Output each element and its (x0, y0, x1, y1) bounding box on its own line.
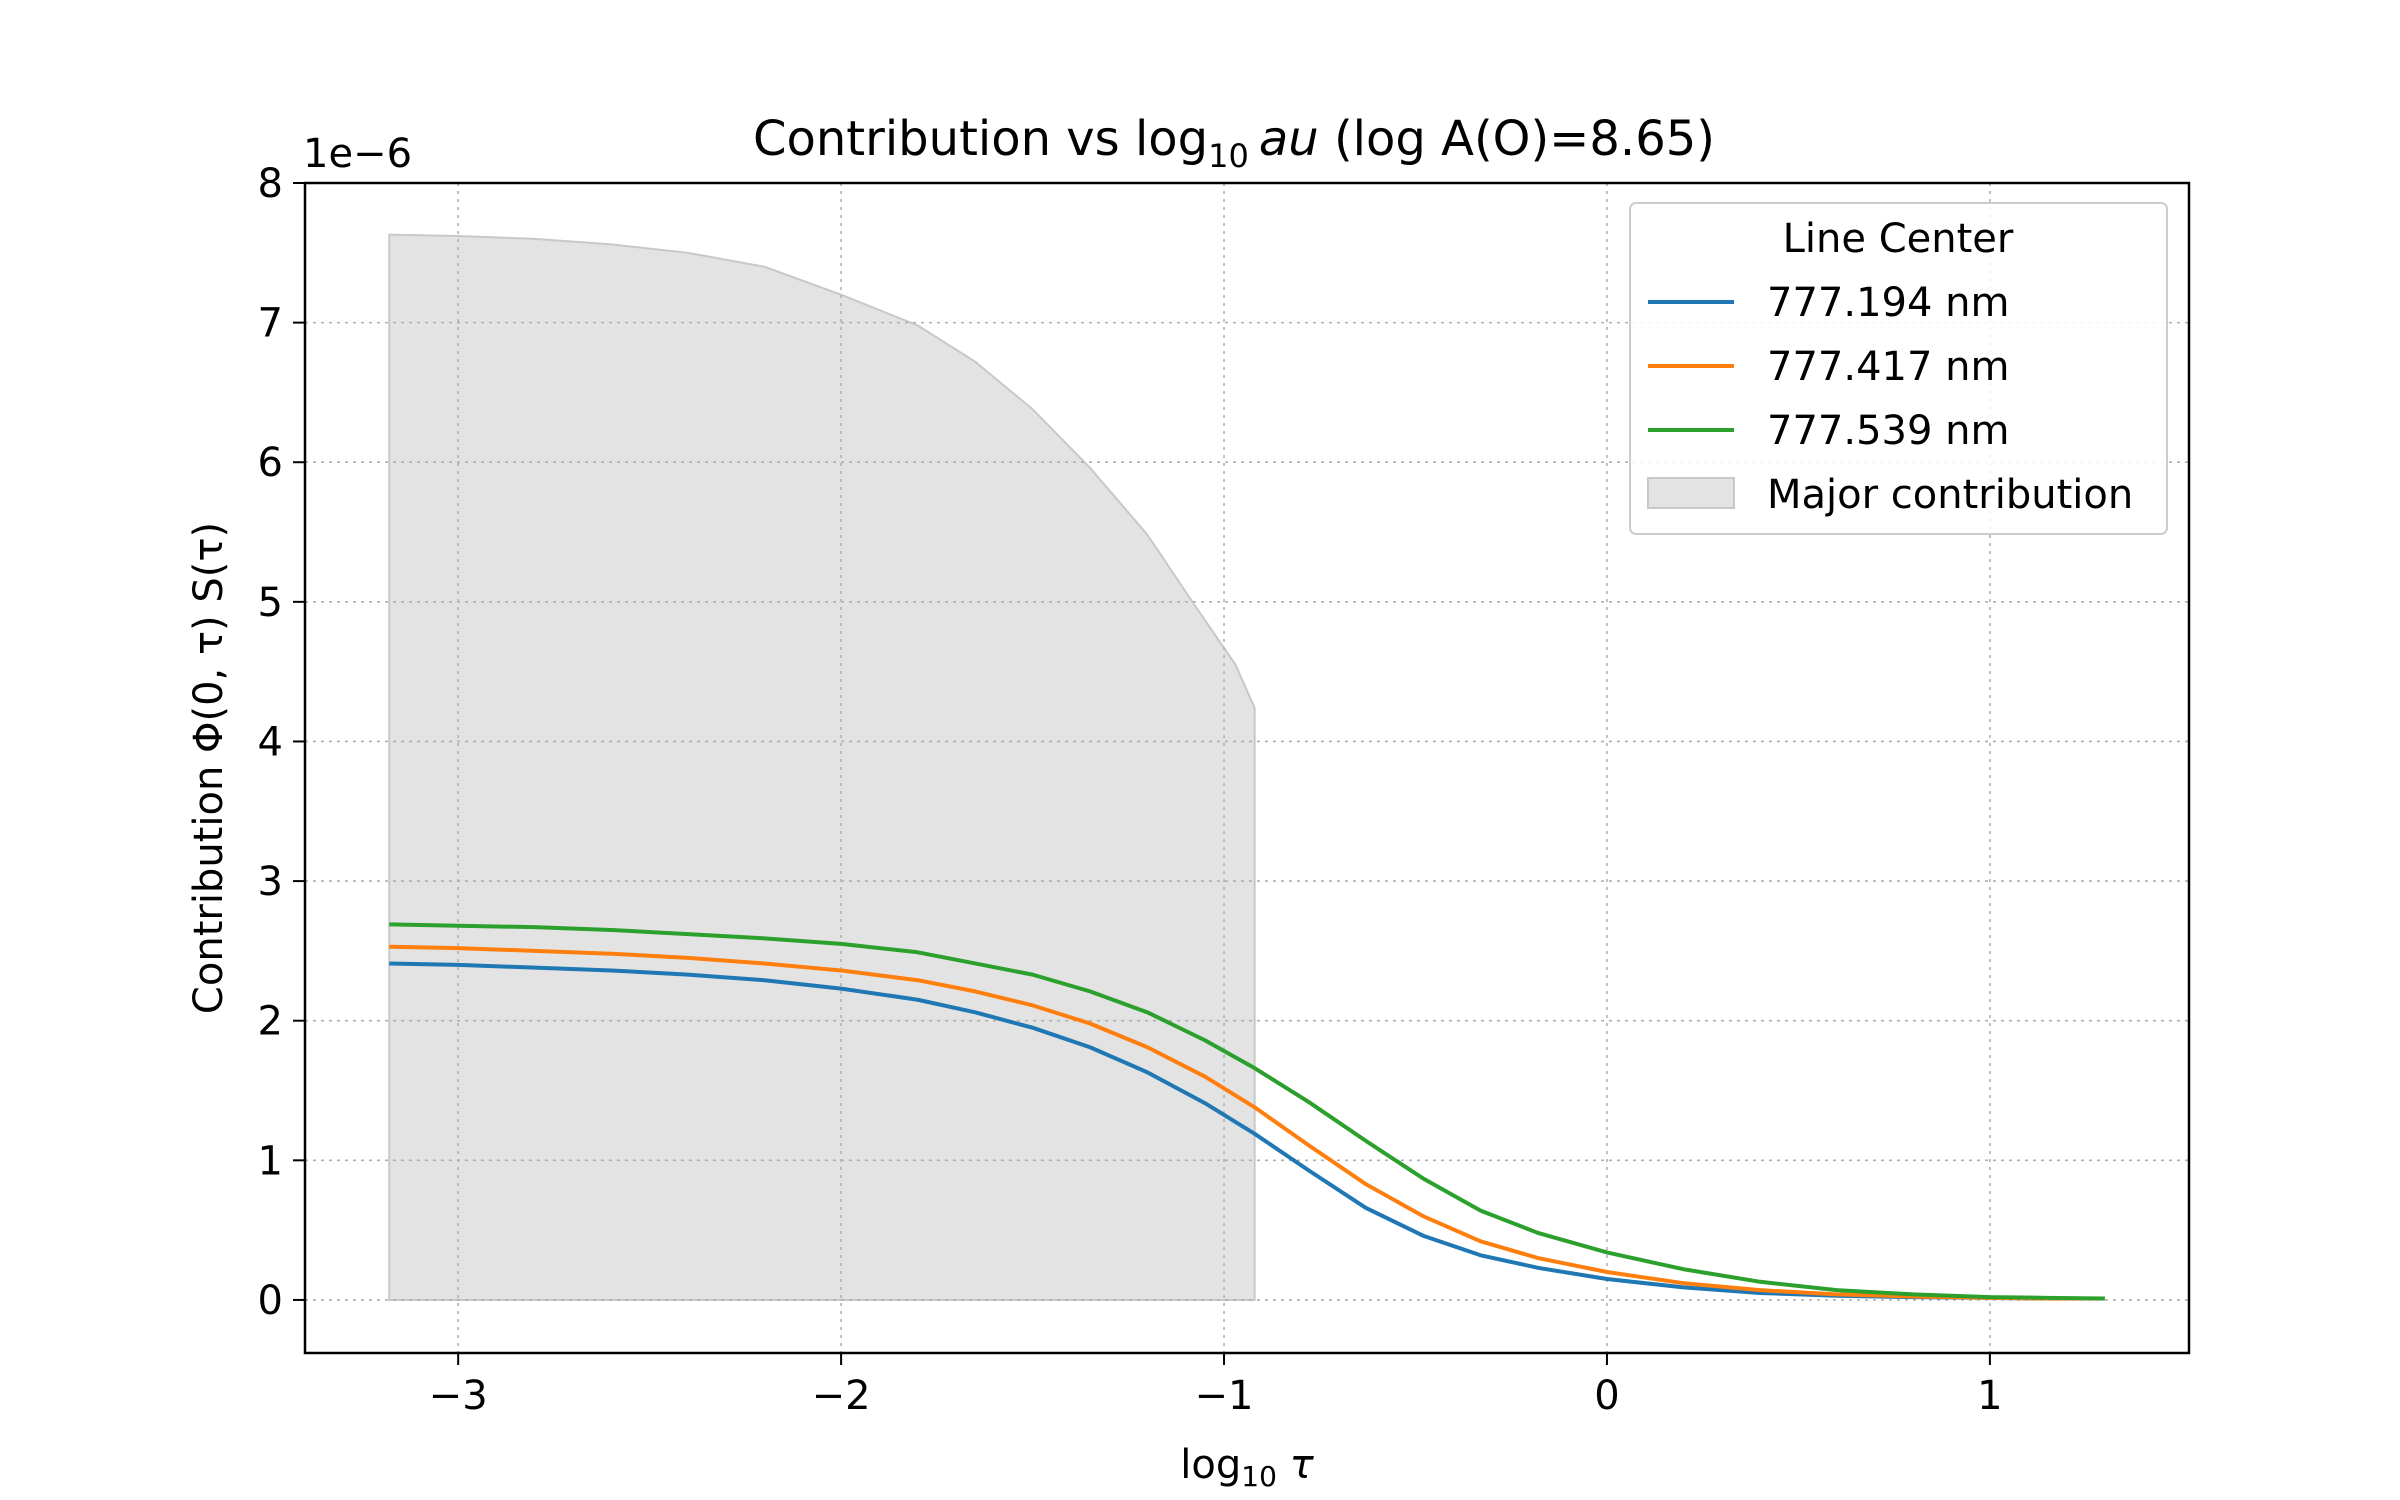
chart-title-subscript: 10 (1208, 137, 1249, 175)
legend-label-1: 777.194 nm (1767, 280, 2009, 326)
legend-items: 777.194 nm 777.417 nm 777.539 nm Major cont… (1647, 280, 2133, 518)
chart-title: Contribution vs log10 au (log A(O)=8.65) (753, 111, 1715, 175)
series-line-2 (389, 944, 2105, 1301)
x-tick-label: 0 (1594, 1373, 1619, 1419)
y-tick-label: 4 (258, 719, 283, 765)
y-tick-label: 2 (258, 999, 283, 1045)
y-tick-label: 1 (258, 1138, 283, 1184)
x-axis-title-subscript: 10 (1241, 1460, 1277, 1493)
legend-label-2: 777.417 nm (1767, 344, 2009, 390)
major-contribution-area-layer (388, 233, 1256, 1301)
x-axis-title-math: τ (1277, 1442, 1315, 1488)
legend-box (1629, 202, 2168, 535)
x-axis-ticks: −3 −2 −1 0 1 (429, 1353, 2003, 1419)
series-line-3 (389, 922, 2105, 1301)
legend: Line Center 777.194 nm 777.417 nm 777.539 … (1629, 202, 2168, 535)
y-tick-label: 8 (258, 161, 283, 207)
legend-title: Line Center (1783, 216, 2014, 262)
legend-label-area: Major contribution (1767, 472, 2133, 518)
y-tick-label: 0 (258, 1278, 283, 1324)
legend-swatch-area (1647, 477, 1735, 509)
chart-title-math: au (1259, 111, 1319, 167)
y-tick-label: 6 (258, 440, 283, 486)
y-tick-label: 5 (258, 580, 283, 626)
x-tick-label: −2 (812, 1373, 871, 1419)
x-tick-label: −3 (429, 1373, 488, 1419)
plot-frame (303, 181, 2191, 1355)
major-contribution-area (388, 233, 1256, 1301)
y-tick-label: 3 (258, 859, 283, 905)
x-axis-title: log10 τ (1180, 1442, 1314, 1493)
x-tick-label: −1 (1195, 1373, 1254, 1419)
y-offset-label: 1e−6 (303, 131, 412, 177)
x-tick-label: 1 (1977, 1373, 2002, 1419)
y-tick-label: 7 (258, 301, 283, 347)
y-axis-title: Contribution Φ(0, τ) S(τ) (186, 522, 232, 1014)
legend-label-3: 777.539 nm (1767, 408, 2009, 454)
series-layer (389, 922, 2105, 1301)
chart-title-suffix: (log A(O)=8.65) (1319, 111, 1715, 167)
y-axis-ticks: 0 1 2 3 4 5 6 7 8 (258, 161, 305, 1324)
